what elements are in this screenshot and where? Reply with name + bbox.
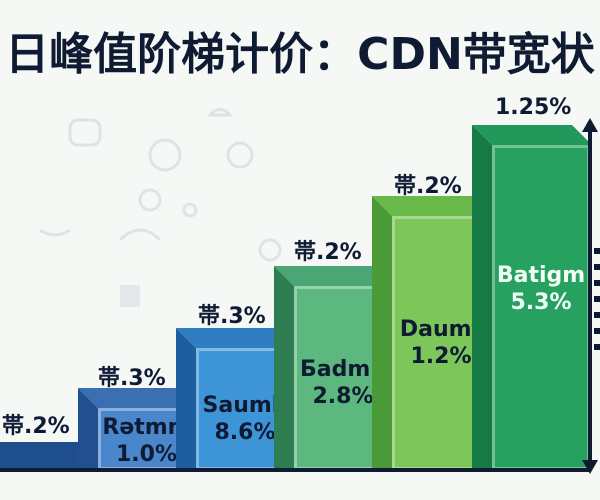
- bar-1-name: Rətmm: [102, 415, 191, 440]
- bar-5-name: Batigm: [496, 263, 586, 288]
- bar-4-label: Daumt 1.2%: [392, 316, 490, 370]
- bar-2-top-label: 帯.3%: [198, 304, 266, 329]
- bar-5-value: 5.3%: [510, 290, 572, 315]
- bar-4-3d-faces: [372, 196, 492, 472]
- bar-1-label: Rətmm 1.0%: [98, 414, 195, 468]
- bar-1-top-label: 帯.3%: [98, 366, 166, 391]
- bar-5-3d-faces: [472, 125, 592, 471]
- axis-tick-marks: [594, 248, 600, 358]
- right-axis-line: [588, 128, 592, 468]
- bar-3-value: 2.8%: [312, 384, 374, 409]
- bar-3-name: Бadmn: [300, 357, 386, 382]
- bar-4-name: Daumt: [399, 317, 483, 342]
- bar-3-top-label: 帯.2%: [294, 240, 362, 265]
- bar-3-label: Бadmn 2.8%: [294, 356, 392, 410]
- bar-0-front: [0, 442, 78, 470]
- bar-3-3d-faces: [274, 266, 394, 472]
- bar-5-top-label: 1.25%: [495, 95, 572, 120]
- bar-2-value: 8.6%: [214, 420, 276, 445]
- bar-1-3d-faces: [78, 388, 196, 472]
- arrow-up-icon: [582, 118, 598, 132]
- bar-4-top-label: 帯.2%: [394, 174, 462, 199]
- bar-4-value: 1.2%: [410, 344, 472, 369]
- chart-title: 日峰值阶梯计价：CDN带宽状: [5, 29, 595, 80]
- bar-5-label: Batigm 5.3%: [492, 262, 590, 316]
- bar-2-name: Saumh: [202, 393, 288, 418]
- bar-2-label: Saumh 8.6%: [196, 392, 294, 446]
- bar-0-top-label: 帯.2%: [2, 414, 70, 439]
- chart-baseline: [0, 468, 590, 472]
- bar-2-3d-faces: [176, 328, 296, 472]
- bar-1-value: 1.0%: [115, 442, 177, 467]
- background-doodles-icon: [39, 108, 282, 307]
- arrow-down-icon: [582, 460, 598, 474]
